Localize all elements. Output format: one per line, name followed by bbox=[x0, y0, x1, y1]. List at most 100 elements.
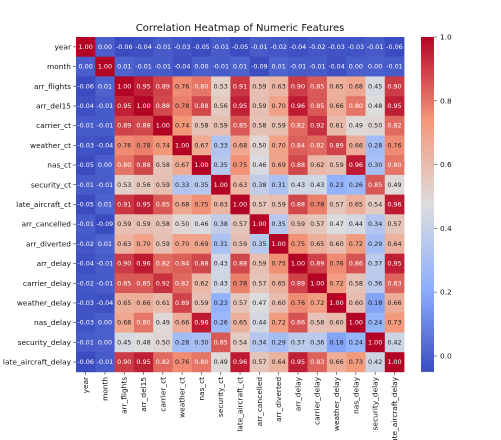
cell-value-label: 0.31 bbox=[214, 240, 228, 248]
cell-value-label: 0.00 bbox=[98, 338, 112, 346]
cell-value-label: 0.47 bbox=[329, 220, 343, 228]
cell-value-label: 0.00 bbox=[194, 63, 208, 71]
y-axis-label: weather_ct bbox=[30, 141, 71, 150]
cell-value-label: 0.76 bbox=[329, 260, 343, 268]
cell-value-label: -0.06 bbox=[116, 43, 133, 51]
cell-value-label: 0.37 bbox=[291, 338, 305, 346]
cell-value-label: 0.34 bbox=[252, 338, 266, 346]
cell-value-label: 0.74 bbox=[175, 122, 189, 130]
cell-value-label: 0.82 bbox=[156, 358, 170, 366]
cell-value-label: 0.59 bbox=[252, 260, 266, 268]
cell-value-label: 0.26 bbox=[214, 319, 228, 327]
cell-value-label: 0.57 bbox=[329, 200, 343, 208]
colorbar-tick-label: 0.6 bbox=[440, 160, 452, 169]
x-axis-label: arr_diverted bbox=[274, 377, 283, 422]
cell-value-label: -0.02 bbox=[77, 240, 94, 248]
cell-value-label: 0.59 bbox=[117, 220, 131, 228]
y-axis-labels: year month arr_flights arr_del15 carrier_ctw… bbox=[3, 42, 76, 366]
cell-value-label: 0.35 bbox=[252, 240, 266, 248]
x-axis-label: weather_ct bbox=[178, 377, 187, 418]
cell-value-label: 1.00 bbox=[194, 161, 208, 169]
x-axis-label: arr_del15 bbox=[139, 377, 148, 412]
cell-value-label: 1.00 bbox=[117, 82, 131, 90]
cell-value-label: 0.96 bbox=[291, 102, 305, 110]
cell-value-label: 0.60 bbox=[349, 299, 363, 307]
cell-value-label: 0.72 bbox=[349, 240, 363, 248]
cell-value-label: -0.03 bbox=[348, 43, 365, 51]
cell-value-label: -0.05 bbox=[232, 43, 249, 51]
cell-value-label: 0.65 bbox=[310, 240, 324, 248]
cell-value-label: 0.75 bbox=[194, 200, 208, 208]
cell-value-label: 0.85 bbox=[136, 279, 150, 287]
cell-value-label: -0.03 bbox=[77, 319, 94, 327]
cell-value-label: -0.01 bbox=[155, 63, 172, 71]
colorbar-tick-label: 0.4 bbox=[440, 224, 452, 233]
cell-value-label: 0.80 bbox=[349, 102, 363, 110]
cell-value-label: 0.47 bbox=[252, 299, 266, 307]
cell-value-label: -0.01 bbox=[251, 43, 268, 51]
cell-value-label: 0.72 bbox=[310, 299, 324, 307]
cell-value-label: 0.59 bbox=[156, 240, 170, 248]
cell-value-label: 0.42 bbox=[368, 358, 382, 366]
cell-value-label: -0.01 bbox=[290, 63, 307, 71]
cell-value-label: 0.95 bbox=[387, 260, 401, 268]
cell-value-label: 0.24 bbox=[349, 338, 363, 346]
cell-value-label: 0.33 bbox=[175, 181, 189, 189]
cell-value-label: -0.01 bbox=[97, 181, 114, 189]
cell-value-label: 0.67 bbox=[194, 141, 208, 149]
y-axis-label: arr_diverted bbox=[26, 239, 71, 248]
cell-value-label: -0.05 bbox=[77, 200, 94, 208]
x-axis-label: carrier_ct bbox=[158, 377, 167, 412]
cell-value-label: 0.18 bbox=[368, 299, 382, 307]
cell-value-label: 0.38 bbox=[214, 220, 228, 228]
cell-value-label: -0.05 bbox=[77, 161, 94, 169]
cell-value-label: -0.03 bbox=[77, 141, 94, 149]
y-axis-label: security_ct bbox=[31, 180, 71, 189]
cell-value-label: -0.01 bbox=[77, 181, 94, 189]
colorbar-tick-label: 0.2 bbox=[440, 288, 452, 297]
cell-value-label: -0.04 bbox=[97, 141, 114, 149]
cell-value-label: 0.18 bbox=[329, 338, 343, 346]
y-axis-label: arr_del15 bbox=[36, 101, 71, 110]
cell-value-label: -0.01 bbox=[386, 63, 403, 71]
cell-value-label: 0.96 bbox=[194, 319, 208, 327]
cell-value-label: 0.64 bbox=[272, 358, 286, 366]
cell-value-label: 1.00 bbox=[156, 122, 170, 130]
cell-value-label: -0.06 bbox=[386, 43, 403, 51]
cell-value-label: 0.73 bbox=[387, 319, 401, 327]
cell-value-label: 0.59 bbox=[291, 220, 305, 228]
cell-value-label: 0.95 bbox=[387, 102, 401, 110]
cell-value-label: 0.66 bbox=[387, 299, 401, 307]
cell-value-label: 0.59 bbox=[214, 122, 228, 130]
cell-value-label: -0.02 bbox=[77, 279, 94, 287]
cell-value-label: -0.03 bbox=[174, 43, 191, 51]
cell-value-label: 0.67 bbox=[175, 161, 189, 169]
cell-value-label: 0.89 bbox=[175, 299, 189, 307]
cell-value-label: 0.35 bbox=[194, 181, 208, 189]
cell-value-label: 0.65 bbox=[349, 200, 363, 208]
cell-value-label: 0.00 bbox=[349, 63, 363, 71]
cell-value-label: 0.33 bbox=[214, 141, 228, 149]
y-axis-label: carrier_delay bbox=[23, 279, 72, 288]
cell-value-label: 0.64 bbox=[387, 240, 401, 248]
cell-value-label: 0.01 bbox=[98, 200, 112, 208]
cell-value-label: 0.49 bbox=[349, 122, 363, 130]
heatmap-cells: 1.00 0.00 -0.06 -0.04 -0.01 -0.03 -0.05 -0.01 -0… bbox=[76, 37, 404, 372]
cell-value-label: 0.62 bbox=[310, 161, 324, 169]
cell-value-label: 0.76 bbox=[387, 141, 401, 149]
cell-value-label: 0.69 bbox=[272, 161, 286, 169]
cell-value-label: 0.59 bbox=[194, 299, 208, 307]
cell-value-label: 0.26 bbox=[349, 181, 363, 189]
cell-value-label: -0.04 bbox=[77, 102, 94, 110]
x-axis-label: arr_flights bbox=[120, 377, 129, 414]
chart-title: Correlation Heatmap of Numeric Features bbox=[136, 23, 345, 34]
cell-value-label: 0.45 bbox=[368, 82, 382, 90]
y-axis-label: security_delay bbox=[18, 338, 72, 347]
cell-value-label: 1.00 bbox=[329, 299, 343, 307]
cell-value-label: 0.58 bbox=[194, 122, 208, 130]
cell-value-label: 0.31 bbox=[272, 181, 286, 189]
cell-value-label: 0.95 bbox=[136, 200, 150, 208]
cell-value-label: 0.53 bbox=[117, 181, 131, 189]
cell-value-label: 0.30 bbox=[368, 161, 382, 169]
